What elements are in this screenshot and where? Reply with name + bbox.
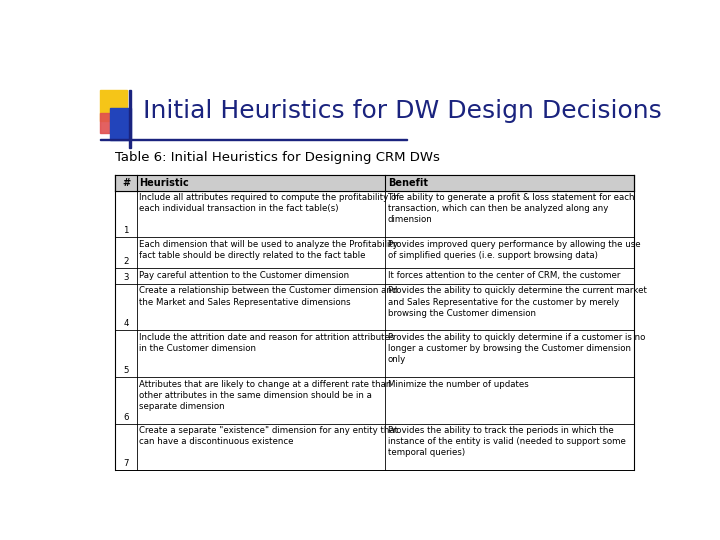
Text: Heuristic: Heuristic bbox=[139, 178, 189, 188]
Text: Create a separate "existence" dimension for any entity that
can have a discontin: Create a separate "existence" dimension … bbox=[139, 426, 398, 446]
Text: 7: 7 bbox=[123, 459, 129, 468]
Bar bbox=[100, 139, 407, 140]
Bar bbox=[100, 90, 127, 121]
Text: Provides the ability to track the periods in which the
instance of the entity is: Provides the ability to track the period… bbox=[387, 426, 626, 457]
Text: Create a relationship between the Customer dimension and
the Market and Sales Re: Create a relationship between the Custom… bbox=[139, 286, 397, 307]
Text: Include the attrition date and reason for attrition attributes
in the Customer d: Include the attrition date and reason fo… bbox=[139, 333, 395, 353]
Text: #: # bbox=[122, 178, 130, 188]
Text: Pay careful attention to the Customer dimension: Pay careful attention to the Customer di… bbox=[139, 271, 349, 280]
Bar bbox=[129, 90, 131, 148]
Bar bbox=[100, 113, 121, 133]
Text: 5: 5 bbox=[123, 366, 129, 375]
Text: The ability to generate a profit & loss statement for each
transaction, which ca: The ability to generate a profit & loss … bbox=[387, 193, 634, 225]
Text: 3: 3 bbox=[123, 273, 129, 282]
Text: Include all attributes required to compute the profitability of
each individual : Include all attributes required to compu… bbox=[139, 193, 400, 213]
Text: 6: 6 bbox=[123, 413, 129, 422]
Text: It forces attention to the center of CRM, the customer: It forces attention to the center of CRM… bbox=[387, 271, 620, 280]
Text: Table 6: Initial Heuristics for Designing CRM DWs: Table 6: Initial Heuristics for Designin… bbox=[115, 151, 440, 164]
Text: Each dimension that will be used to analyze the Profitability
fact table should : Each dimension that will be used to anal… bbox=[139, 240, 398, 260]
Text: Initial Heuristics for DW Design Decisions: Initial Heuristics for DW Design Decisio… bbox=[143, 98, 662, 123]
Bar bbox=[110, 109, 131, 140]
Text: Benefit: Benefit bbox=[387, 178, 428, 188]
Text: Provides improved query performance by allowing the use
of simplified queries (i: Provides improved query performance by a… bbox=[387, 240, 640, 260]
Bar bbox=[115, 175, 634, 191]
Text: 4: 4 bbox=[123, 320, 129, 328]
Text: Attributes that are likely to change at a different rate than
other attributes i: Attributes that are likely to change at … bbox=[139, 380, 392, 411]
Text: Provides the ability to quickly determine if a customer is no
longer a customer : Provides the ability to quickly determin… bbox=[387, 333, 645, 364]
Text: Minimize the number of updates: Minimize the number of updates bbox=[387, 380, 528, 389]
Text: Provides the ability to quickly determine the current market
and Sales Represent: Provides the ability to quickly determin… bbox=[387, 286, 647, 318]
Text: 2: 2 bbox=[123, 258, 129, 266]
Text: 1: 1 bbox=[123, 226, 129, 235]
